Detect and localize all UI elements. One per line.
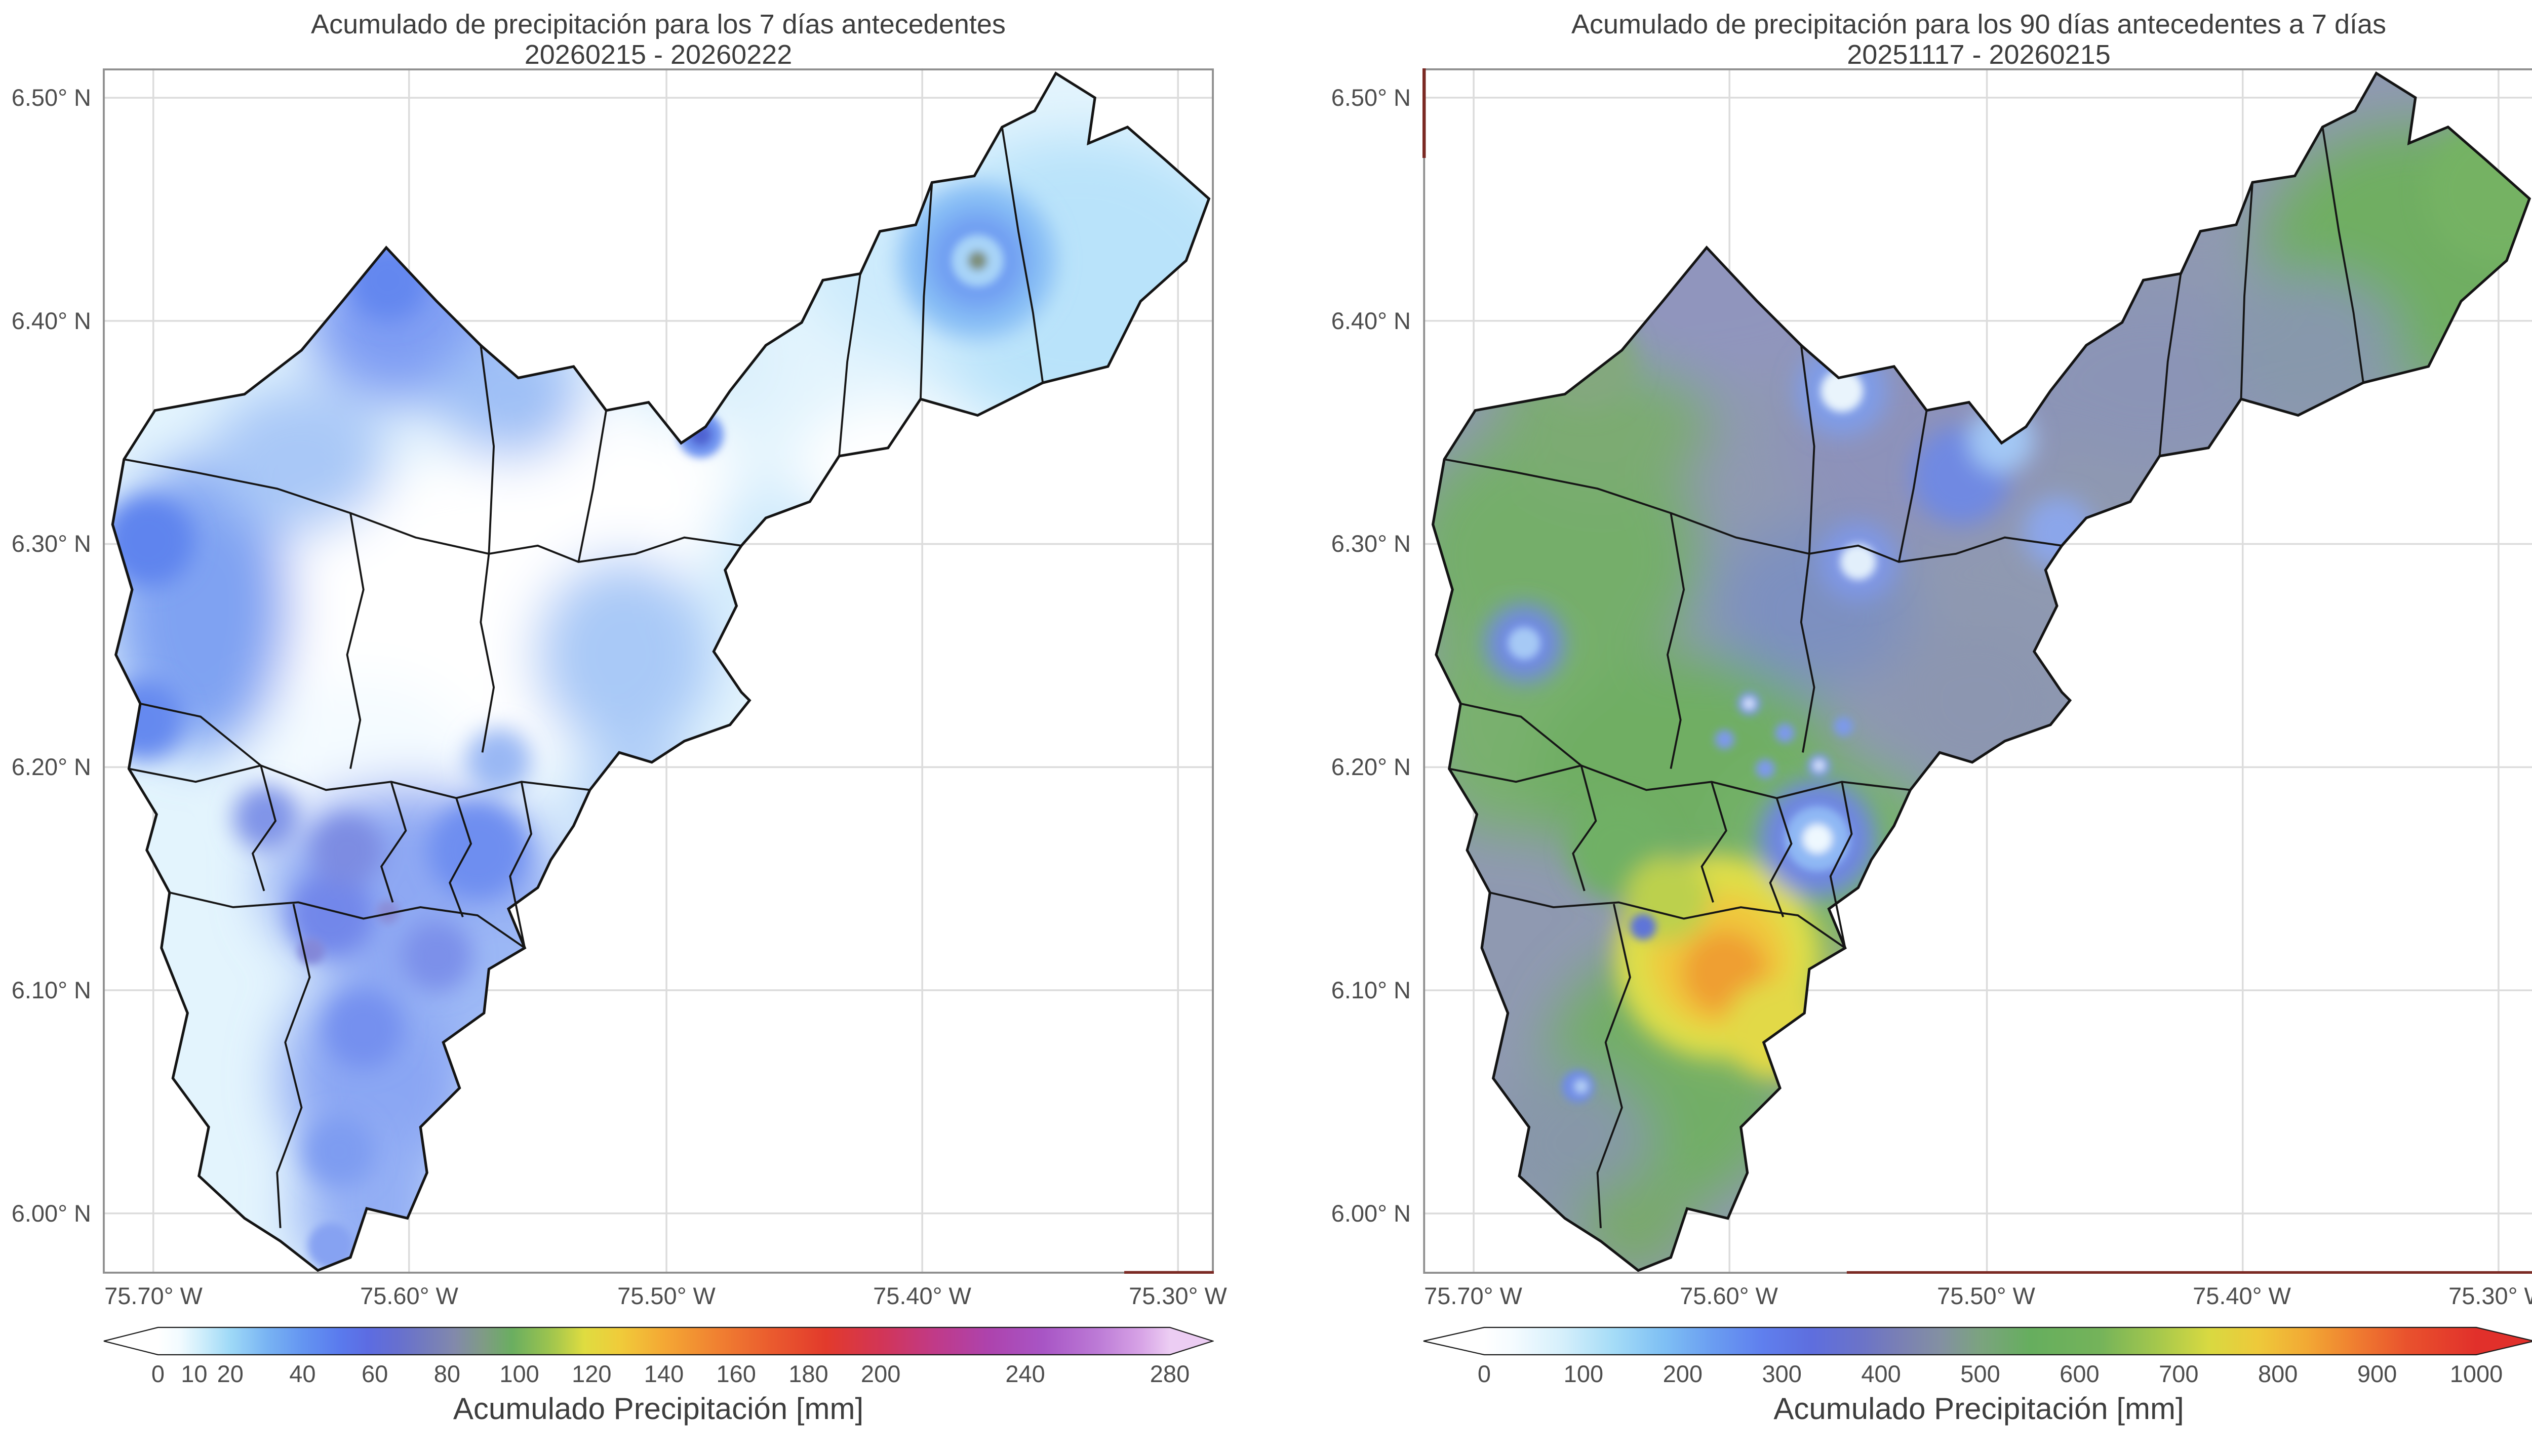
right-precipitation-field <box>1433 73 2530 1271</box>
lat-tick-label: 6.00° N <box>11 1200 91 1227</box>
colorbar-tick-label: 280 <box>1150 1360 1190 1387</box>
colorbar-tick-label: 100 <box>1563 1360 1604 1387</box>
lat-tick-label: 6.10° N <box>11 977 91 1003</box>
lat-tick-label: 6.40° N <box>11 307 91 334</box>
left-plot-title: Acumulado de precipitación para los 7 dí… <box>103 9 1214 70</box>
colorbar-tick-label: 100 <box>499 1360 539 1387</box>
left-map-svg <box>103 68 1214 1274</box>
colorbar-tick-label: 1000 <box>2449 1360 2503 1387</box>
left-title-line2: 20260215 - 20260222 <box>524 39 793 70</box>
colorbar-tick-label: 60 <box>362 1360 388 1387</box>
colorbar-tick-label: 140 <box>644 1360 684 1387</box>
lon-tick-label: 75.60° W <box>1680 1282 1778 1309</box>
right-colorbar-label: Acumulado Precipitación [mm] <box>1773 1392 2184 1426</box>
colorbar-tick-label: 0 <box>1477 1360 1491 1387</box>
colorbar-tick-label: 160 <box>716 1360 756 1387</box>
lat-tick-label: 6.30° N <box>1331 530 1411 557</box>
lon-tick-label: 75.30° W <box>1129 1282 1227 1309</box>
lat-tick-label: 6.20° N <box>1331 753 1411 780</box>
left-colorbar-ticks: 0 10 20 40 60 80 100 120 140 160 180 200 240 280 <box>103 1360 1214 1388</box>
right-title-line1: Acumulado de precipitación para los 90 d… <box>1571 9 2387 39</box>
left-plot-frame <box>103 68 1214 1274</box>
colorbar-tick-label: 20 <box>217 1360 244 1387</box>
lat-tick-label: 6.00° N <box>1331 1200 1411 1227</box>
colorbar-tick-label: 900 <box>2357 1360 2397 1387</box>
colorbar-tick-label: 80 <box>433 1360 460 1387</box>
colorbar-tick-label: 500 <box>1960 1360 2000 1387</box>
lon-tick-label: 75.70° W <box>104 1282 203 1309</box>
right-colorbar-bar <box>1423 1326 2532 1356</box>
lon-tick-label: 75.40° W <box>2193 1282 2291 1309</box>
lon-tick-label: 75.50° W <box>1937 1282 2035 1309</box>
lon-tick-label: 75.70° W <box>1424 1282 1522 1309</box>
left-precipitation-field <box>112 73 1209 1271</box>
left-colorbar-label: Acumulado Precipitación [mm] <box>453 1392 864 1426</box>
right-title-line2: 20251117 - 20260215 <box>1847 39 2111 70</box>
colorbar-tick-label: 200 <box>1663 1360 1703 1387</box>
colorbar-tick-label: 400 <box>1861 1360 1901 1387</box>
lat-tick-label: 6.50° N <box>11 84 91 111</box>
left-colorbar-bar <box>103 1326 1214 1356</box>
lat-tick-label: 6.20° N <box>11 753 91 780</box>
lat-tick-label: 6.40° N <box>1331 307 1411 334</box>
lon-tick-label: 75.60° W <box>360 1282 458 1309</box>
colorbar-tick-label: 180 <box>788 1360 828 1387</box>
lon-tick-label: 75.30° W <box>2448 1282 2532 1309</box>
colorbar-tick-label: 240 <box>1005 1360 1045 1387</box>
colorbar-tick-label: 0 <box>151 1360 165 1387</box>
lon-tick-label: 75.40° W <box>873 1282 971 1309</box>
colorbar-tick-label: 200 <box>860 1360 901 1387</box>
lon-tick-label: 75.50° W <box>617 1282 716 1309</box>
lat-tick-label: 6.50° N <box>1331 84 1411 111</box>
colorbar-tick-label: 120 <box>572 1360 612 1387</box>
colorbar-tick-label: 600 <box>2060 1360 2100 1387</box>
colorbar-tick-label: 700 <box>2159 1360 2199 1387</box>
left-map-plot <box>103 68 1214 1274</box>
colorbar-tick-label: 10 <box>181 1360 208 1387</box>
colorbar-tick-label: 40 <box>289 1360 316 1387</box>
lat-tick-label: 6.30° N <box>11 530 91 557</box>
colorbar-tick-label: 800 <box>2258 1360 2298 1387</box>
right-colorbar <box>1423 1326 2532 1356</box>
right-map-plot <box>1422 68 2532 1274</box>
lat-tick-label: 6.10° N <box>1331 977 1411 1003</box>
right-map-svg <box>1422 68 2532 1274</box>
right-colorbar-ticks: 0 100 200 300 400 500 600 700 800 900 1000 <box>1422 1360 2532 1388</box>
right-plot-title: Acumulado de precipitación para los 90 d… <box>1422 9 2532 70</box>
colorbar-tick-label: 300 <box>1762 1360 1802 1387</box>
left-title-line1: Acumulado de precipitación para los 7 dí… <box>311 9 1006 39</box>
left-colorbar <box>103 1326 1214 1356</box>
